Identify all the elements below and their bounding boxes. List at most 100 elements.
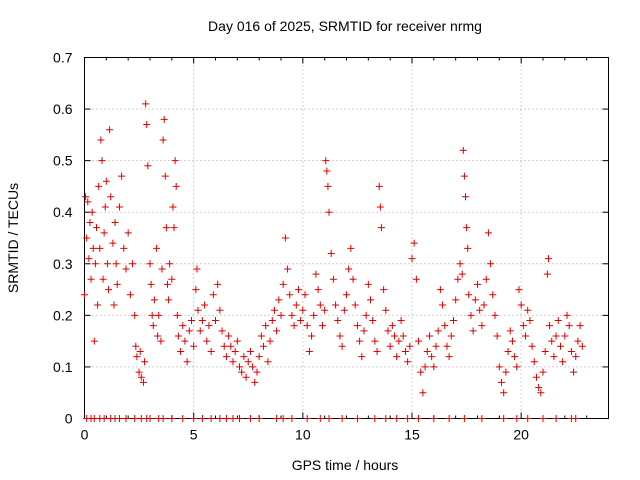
data-point [98,157,106,165]
data-point [567,347,575,355]
data-point [183,358,191,366]
data-point [262,322,270,330]
data-point [327,249,335,257]
data-point [458,270,466,278]
data-point [246,347,254,355]
data-point [153,244,161,252]
data-point [546,322,554,330]
data-point [162,224,170,232]
data-point [550,353,558,361]
data-point [325,208,333,216]
data-point [324,182,332,190]
data-point [198,317,206,325]
plot-area-frame [84,57,609,419]
data-point [515,286,523,294]
data-point [277,311,285,319]
data-point [478,322,486,330]
data-point [430,363,438,371]
data-point [511,353,519,361]
data-point [87,275,95,283]
data-point [482,275,490,283]
y-axis: 0 0.1 0.2 0.3 0.4 0.5 0.6 0.7 [53,50,609,427]
data-point [377,224,385,232]
data-point [417,368,425,376]
data-point [118,172,126,180]
data-point [334,317,342,325]
data-point [351,301,359,309]
data-point [364,280,372,288]
data-point-zero [216,415,224,422]
data-point [244,358,252,366]
data-point [109,239,117,247]
data-point [133,353,141,361]
data-point [347,244,355,252]
data-point [358,353,366,361]
data-point [299,306,307,314]
data-point [552,332,560,340]
data-point [266,337,274,345]
data-point-zero [404,415,412,422]
data-point [136,347,144,355]
data-point-zero [131,415,139,422]
data-point-zero [316,415,324,422]
x-tick-label: 5 [190,427,198,443]
data-point [474,280,481,288]
grid-lines [84,57,609,419]
data-point [279,280,287,288]
data-point [166,260,174,268]
data-point [220,342,228,350]
data-point [172,182,180,190]
data-point [504,347,512,355]
data-point-zero [179,415,187,422]
data-point-zero [552,415,560,422]
data-point [463,224,471,232]
data-point [148,311,156,319]
data-point [129,260,137,268]
data-point [461,193,469,201]
data-point [541,347,549,355]
data-point [142,100,150,108]
y-tick-label: 0.2 [53,307,73,323]
data-point [81,291,88,299]
data-point [423,347,431,355]
data-point [218,327,226,335]
data-point [124,229,132,237]
y-tick-label: 0.3 [53,256,73,272]
data-point [144,162,152,170]
data-point [356,337,364,345]
data-point [96,244,104,252]
data-point [233,337,241,345]
data-point [401,347,409,355]
y-tick-label: 0.1 [53,359,73,375]
data-point [168,275,176,283]
data-point [286,291,294,299]
data-point [154,332,162,340]
x-tick-label: 15 [404,427,420,443]
data-point [452,296,460,304]
data-point [90,337,98,345]
data-point [517,301,525,309]
data-point [456,260,464,268]
data-point [203,337,211,345]
data-point [158,265,166,273]
data-point [214,280,222,288]
data-point [305,347,313,355]
data-point [102,177,110,185]
data-point [362,311,370,319]
data-point [86,219,94,227]
data-point-zero [460,415,468,422]
data-point [371,337,379,345]
data-point [253,368,261,376]
data-point [185,327,193,335]
data-point-zero [445,415,453,422]
data-point-zero [273,415,281,422]
data-point [270,306,278,314]
data-point [498,378,506,386]
data-point [559,358,567,366]
data-point [343,291,350,299]
data-point [149,322,157,330]
data-point [284,265,292,273]
data-point [522,332,530,340]
data-point [229,358,237,366]
data-point [432,342,440,350]
